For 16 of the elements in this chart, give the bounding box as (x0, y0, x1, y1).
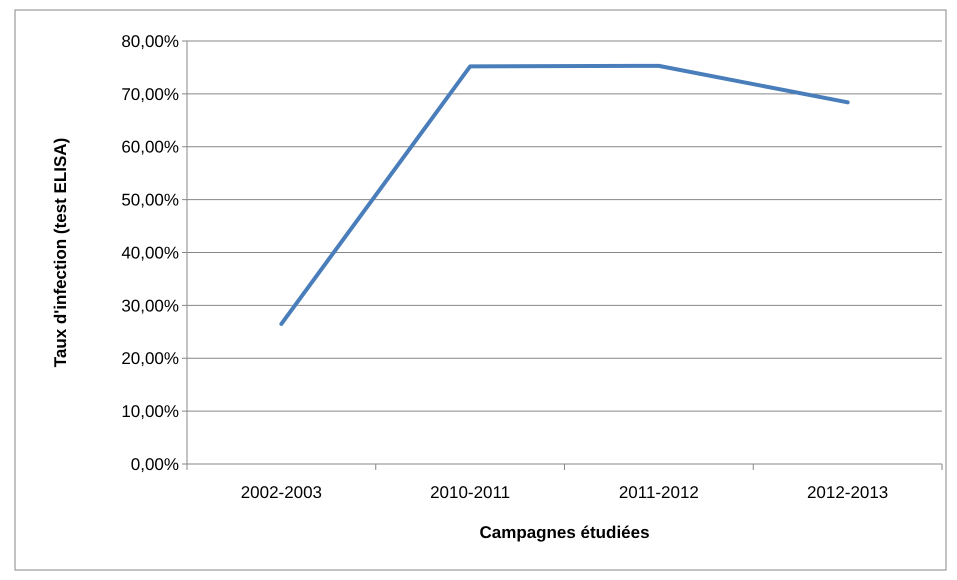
y-tick-label: 50,00% (121, 190, 179, 210)
x-tick-label: 2002-2003 (240, 483, 322, 502)
y-tick-label: 20,00% (121, 349, 179, 368)
x-tick-label: 2010-2011 (430, 483, 510, 502)
x-tick-label: 2011-2012 (618, 483, 699, 502)
y-tick-label: 80,00% (121, 32, 179, 51)
line-series (279, 64, 850, 326)
y-tick-label: 10,00% (121, 402, 179, 422)
y-axis-title: Taux d'infection (test ELISA) (51, 138, 70, 368)
y-tick-label: 0,00% (130, 454, 179, 474)
y-tick-label: 70,00% (121, 84, 179, 104)
y-tick-label: 40,00% (121, 243, 179, 262)
x-axis-title: Campagnes étudiées (479, 523, 650, 542)
x-tick-label: 2012-2013 (806, 483, 888, 502)
y-tick-label: 60,00% (121, 138, 179, 157)
y-tick-label: 30,00% (121, 296, 179, 316)
